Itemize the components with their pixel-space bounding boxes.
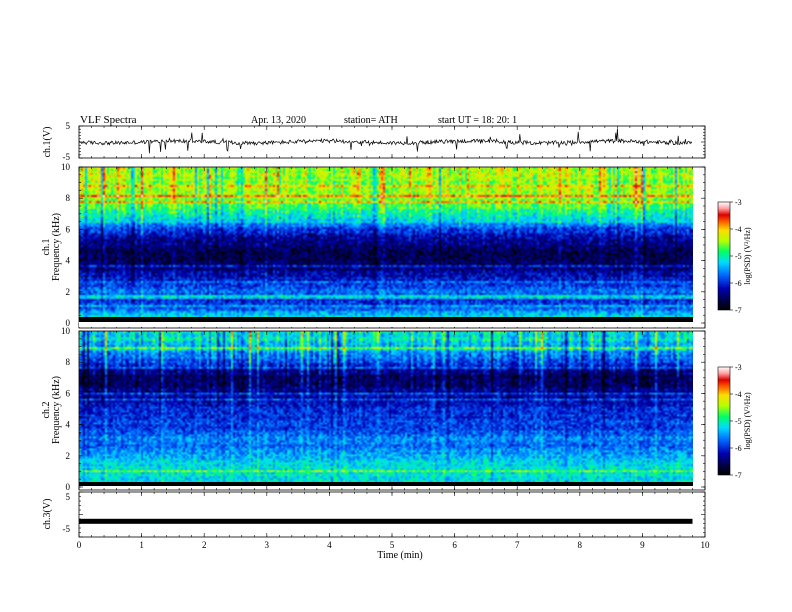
ch2-spectrogram-ylabel: Frequency (kHz) [51,376,62,444]
ch1-spectrogram-image [79,167,693,323]
ch3-waveform-ylabel: ch.3(V) [42,499,53,530]
ch1-dc-band [79,317,693,322]
ch1-ytick-top: 5 [66,121,71,131]
freq-tick-label: 4 [66,256,71,266]
ch1-spectrogram-channel-label: ch.1 [41,239,52,256]
ch1-waveform-frame [78,125,706,159]
ch2-spectrogram-image [79,331,693,486]
ch1-colorbar [717,201,731,311]
x-tick-label: 5 [390,540,395,550]
ch2-spectrogram-channel-label: ch.2 [41,402,52,419]
ch2-colorbar [717,366,731,476]
x-tick-label: 4 [327,540,332,550]
freq-tick-label: 0 [66,482,71,492]
ch2-colorbar-label: log(PSD) (V²/Hz) [743,392,752,450]
x-tick-label: 2 [202,540,207,550]
freq-tick-label: 2 [66,287,71,297]
freq-tick-label: 8 [66,357,71,367]
freq-tick-label: 10 [61,162,71,172]
ch2-dc-band [79,482,693,486]
ch1-colorbar-label: log(PSD) (V²/Hz) [743,227,752,285]
ch1-ytick-bottom: -5 [63,152,71,162]
x-axis-ticks: 0 1 2 3 4 5 6 7 8 9 10 [77,126,710,550]
colorbar-tick-label: -6 [735,279,742,288]
colorbar-tick-label: -4 [735,225,742,234]
x-tick-label: 10 [701,540,711,550]
ch3-waveform-panel: 5 -5 ch.3(V) [42,491,706,538]
start-ut-label: start UT = 18: 20: 1 [438,115,517,126]
ch3-ytick-bottom: -5 [63,524,71,534]
colorbar-tick-label: -7 [735,471,742,480]
ch1-waveform-line [78,128,693,154]
x-tick-label: 9 [640,540,645,550]
colorbar-tick-label: -5 [735,252,742,261]
x-tick-label: 8 [578,540,583,550]
colorbar-tick-label: -4 [735,390,742,399]
ch1-colorbar-ticks: -3 -4 -5 -6 -7 [730,198,742,315]
ch1-waveform-ylabel: ch.1(V) [42,127,53,158]
ch2-spectrogram-yticks: 0 2 4 6 8 10 [61,326,705,492]
colorbar-tick-label: -3 [735,198,742,207]
colorbar-tick-label: -7 [735,306,742,315]
x-tick-label: 6 [452,540,457,550]
x-tick-label: 7 [515,540,520,550]
freq-tick-label: 6 [66,224,71,234]
x-axis-label: Time (min) [377,550,422,561]
freq-tick-label: 2 [66,451,71,461]
ch2-colorbar-ticks: -3 -4 -5 -6 -7 [730,363,742,480]
x-tick-label: 3 [265,540,270,550]
colorbar-tick-label: -5 [735,417,742,426]
ch3-ytick-top: 5 [66,492,71,502]
freq-tick-label: 6 [66,388,71,398]
x-tick-label: 0 [77,540,82,550]
ch1-empty-band [79,322,693,327]
figure-title: VLF Spectra [80,114,137,126]
ch3-waveform-frame [78,491,706,538]
date-label: Apr. 13, 2020 [251,115,306,126]
station-label: station= ATH [344,115,398,126]
ch3-waveform-line [79,518,693,524]
colorbar-tick-label: -3 [735,363,742,372]
ch1-spectrogram-ylabel: Frequency (kHz) [51,213,62,281]
freq-tick-label: 8 [66,193,71,203]
x-tick-label: 1 [139,540,144,550]
colorbar-tick-label: -6 [735,444,742,453]
freq-tick-label: 10 [61,326,71,336]
freq-tick-label: 4 [66,420,71,430]
freq-tick-label: 0 [66,318,71,328]
